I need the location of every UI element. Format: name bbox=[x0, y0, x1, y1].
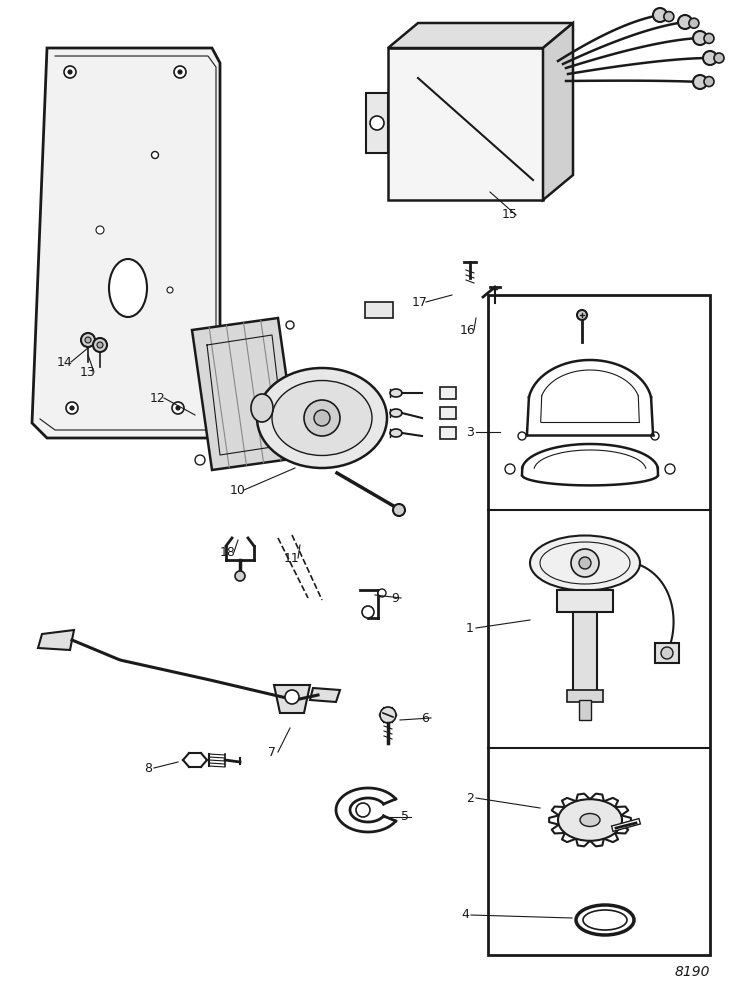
Polygon shape bbox=[274, 685, 310, 713]
Circle shape bbox=[370, 116, 384, 130]
Text: 6: 6 bbox=[421, 712, 429, 725]
Bar bbox=[567, 690, 603, 702]
Circle shape bbox=[693, 75, 707, 89]
Circle shape bbox=[393, 504, 405, 516]
Circle shape bbox=[571, 549, 599, 577]
Circle shape bbox=[579, 557, 591, 569]
Circle shape bbox=[664, 12, 674, 22]
Circle shape bbox=[703, 51, 717, 65]
Circle shape bbox=[380, 707, 396, 723]
Ellipse shape bbox=[390, 389, 402, 397]
Polygon shape bbox=[388, 48, 543, 200]
Circle shape bbox=[314, 410, 330, 426]
Circle shape bbox=[93, 338, 107, 352]
Text: 1: 1 bbox=[466, 622, 474, 635]
Circle shape bbox=[577, 310, 587, 320]
Ellipse shape bbox=[390, 409, 402, 417]
Polygon shape bbox=[32, 48, 220, 438]
Text: 2: 2 bbox=[466, 791, 474, 804]
Bar bbox=[573, 612, 597, 692]
Polygon shape bbox=[365, 302, 393, 318]
Text: 17: 17 bbox=[412, 296, 428, 309]
Text: 13: 13 bbox=[80, 365, 96, 378]
Ellipse shape bbox=[251, 394, 273, 422]
Circle shape bbox=[174, 66, 186, 78]
Circle shape bbox=[178, 70, 182, 74]
Bar bbox=[488, 295, 710, 955]
Polygon shape bbox=[310, 688, 340, 702]
Circle shape bbox=[167, 287, 173, 293]
Ellipse shape bbox=[109, 259, 147, 317]
Ellipse shape bbox=[558, 799, 622, 841]
Polygon shape bbox=[543, 23, 573, 200]
Circle shape bbox=[96, 226, 104, 234]
Text: 8: 8 bbox=[144, 762, 152, 775]
Bar bbox=[440, 427, 456, 439]
Circle shape bbox=[85, 337, 91, 343]
Text: 14: 14 bbox=[57, 355, 73, 368]
Text: 18: 18 bbox=[220, 545, 236, 558]
Polygon shape bbox=[366, 93, 388, 153]
Circle shape bbox=[678, 15, 692, 29]
Ellipse shape bbox=[257, 368, 387, 468]
Circle shape bbox=[689, 18, 699, 28]
Text: 15: 15 bbox=[502, 209, 518, 221]
Text: 10: 10 bbox=[230, 484, 246, 496]
Ellipse shape bbox=[272, 380, 372, 456]
Circle shape bbox=[152, 152, 158, 159]
Polygon shape bbox=[388, 23, 573, 48]
Circle shape bbox=[285, 690, 299, 704]
Circle shape bbox=[356, 803, 370, 817]
Circle shape bbox=[64, 66, 76, 78]
Text: 3: 3 bbox=[466, 425, 474, 439]
Bar bbox=[579, 700, 591, 720]
Circle shape bbox=[176, 406, 180, 410]
Circle shape bbox=[378, 589, 386, 597]
Circle shape bbox=[286, 321, 294, 329]
Circle shape bbox=[97, 342, 103, 348]
Circle shape bbox=[68, 70, 72, 74]
Text: 7: 7 bbox=[268, 746, 276, 759]
Bar bbox=[655, 643, 679, 663]
Bar bbox=[440, 407, 456, 419]
Text: 8190: 8190 bbox=[674, 965, 710, 979]
Polygon shape bbox=[192, 318, 298, 470]
Circle shape bbox=[81, 333, 95, 347]
Ellipse shape bbox=[580, 813, 600, 826]
Ellipse shape bbox=[390, 429, 402, 437]
Circle shape bbox=[235, 571, 245, 581]
Text: 4: 4 bbox=[461, 909, 469, 922]
Circle shape bbox=[195, 455, 205, 465]
Circle shape bbox=[704, 34, 714, 44]
Text: 12: 12 bbox=[150, 391, 166, 404]
Text: 5: 5 bbox=[401, 810, 409, 823]
Circle shape bbox=[66, 402, 78, 414]
Circle shape bbox=[304, 400, 340, 436]
Text: 16: 16 bbox=[460, 324, 476, 337]
Circle shape bbox=[653, 8, 667, 22]
Bar bbox=[440, 387, 456, 399]
Circle shape bbox=[693, 31, 707, 45]
Text: 9: 9 bbox=[391, 592, 399, 605]
Circle shape bbox=[362, 606, 374, 618]
Circle shape bbox=[704, 76, 714, 86]
Ellipse shape bbox=[530, 535, 640, 591]
Polygon shape bbox=[38, 630, 74, 650]
Bar bbox=[557, 590, 613, 612]
Text: 11: 11 bbox=[284, 551, 300, 564]
Circle shape bbox=[661, 647, 673, 659]
Circle shape bbox=[70, 406, 74, 410]
Circle shape bbox=[172, 402, 184, 414]
Circle shape bbox=[714, 53, 724, 63]
